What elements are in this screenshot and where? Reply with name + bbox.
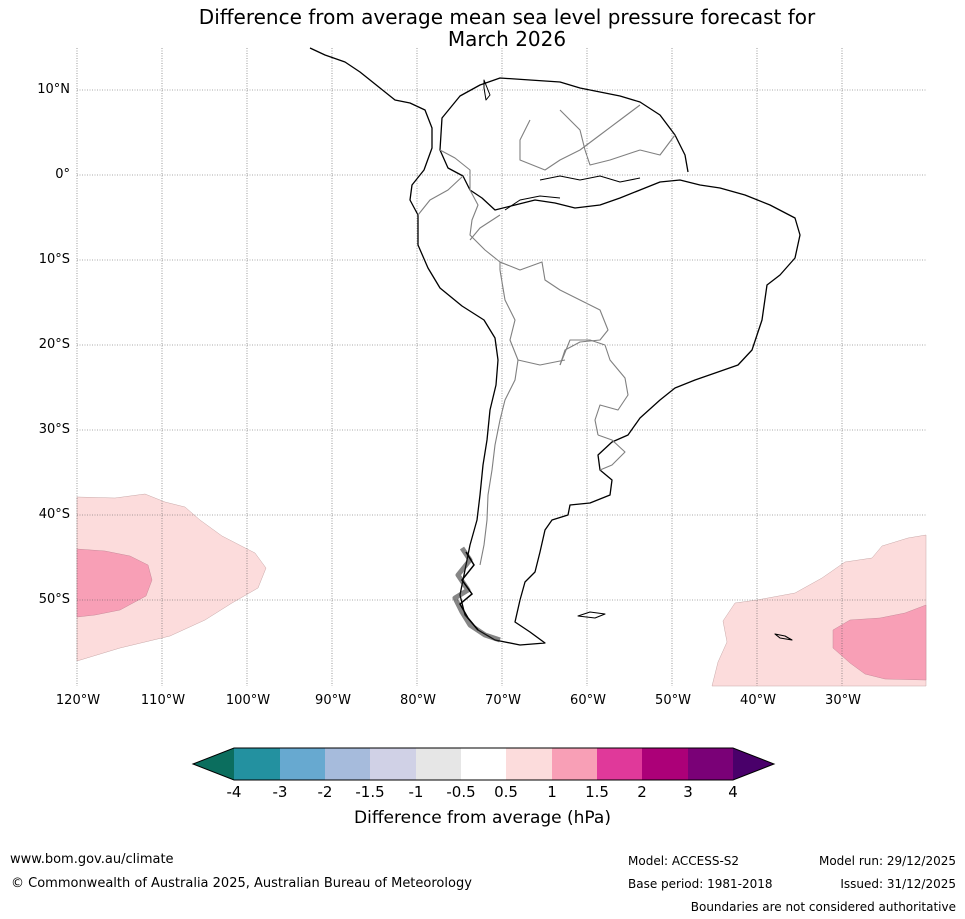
colorbar-tick-label: -3 — [272, 783, 288, 801]
colorbar-tick-label: 2 — [637, 783, 647, 801]
footer-disclaimer: Boundaries are not considered authoritat… — [690, 900, 956, 914]
lat-label-40s: 40°S — [38, 507, 70, 522]
lon-label-30w: 30°W — [825, 693, 861, 708]
lat-label-0: 0° — [55, 167, 70, 182]
colorbar-segment — [642, 748, 688, 780]
lon-label-80w: 80°W — [400, 693, 436, 708]
lat-label-20s: 20°S — [38, 337, 70, 352]
colorbar-tick-label: 3 — [683, 783, 693, 801]
footer-url: www.bom.gov.au/climate — [10, 852, 174, 867]
graticule — [76, 48, 926, 686]
coastline — [309, 47, 801, 646]
lon-label-100w: 100°W — [225, 693, 271, 708]
lon-label-90w: 90°W — [315, 693, 351, 708]
lon-label-40w: 40°W — [740, 693, 776, 708]
colorbar-segment — [552, 748, 597, 780]
colorbar-tick-label: -1 — [408, 783, 424, 801]
anomaly-area-pacific-core — [76, 548, 153, 618]
colorbar-segment — [733, 748, 774, 780]
colorbar-segment — [597, 748, 642, 780]
lat-label-50s: 50°S — [38, 592, 70, 607]
colorbar — [191, 747, 776, 781]
anomaly-layer — [76, 493, 927, 687]
colorbar-segment — [325, 748, 370, 780]
lon-label-120w: 120°W — [55, 693, 101, 708]
colorbar-tick-label: -2 — [317, 783, 333, 801]
country-borders — [417, 104, 676, 566]
lat-label-30s: 30°S — [38, 422, 70, 437]
colorbar-tick-label: -4 — [226, 783, 242, 801]
footer-issued: Issued: 31/12/2025 — [840, 877, 956, 891]
lon-label-110w: 110°W — [140, 693, 186, 708]
lon-label-50w: 50°W — [655, 693, 691, 708]
footer-base-period: Base period: 1981-2018 — [628, 877, 773, 891]
anomaly-area-pacific-light — [76, 493, 267, 662]
footer-model: Model: ACCESS-S2 — [628, 854, 740, 868]
lon-label-60w: 60°W — [570, 693, 606, 708]
colorbar-segment — [234, 748, 280, 780]
map-title-line-2: March 2026 — [447, 27, 567, 51]
colorbar-tick-label: 4 — [728, 783, 738, 801]
chile-fjords — [452, 546, 501, 643]
colorbar-segment — [370, 748, 416, 780]
colorbar-tick-label: -1.5 — [355, 783, 385, 801]
colorbar-tick-label: 1 — [547, 783, 557, 801]
map-title-line-1: Difference from average mean sea level p… — [198, 5, 816, 29]
colorbar-segment — [461, 748, 506, 780]
lat-label-10s: 10°S — [38, 252, 70, 267]
colorbar-segment — [688, 748, 733, 780]
colorbar-segment — [193, 748, 234, 780]
anomaly-area-atlantic-core — [832, 604, 927, 681]
footer-model-run: Model run: 29/12/2025 — [818, 854, 956, 868]
footer-copyright: © Commonwealth of Australia 2025, Austra… — [11, 876, 472, 891]
colorbar-segment — [506, 748, 552, 780]
colorbar-segment — [280, 748, 325, 780]
colorbar-tick-label: 1.5 — [585, 783, 609, 801]
lon-label-70w: 70°W — [485, 693, 521, 708]
colorbar-tick-label: -0.5 — [446, 783, 476, 801]
colorbar-segment — [416, 748, 461, 780]
colorbar-outline — [191, 747, 776, 781]
lat-label-10n: 10°N — [37, 82, 70, 97]
colorbar-label: Difference from average (hPa) — [354, 808, 611, 828]
colorbar-tick-label: 0.5 — [494, 783, 518, 801]
